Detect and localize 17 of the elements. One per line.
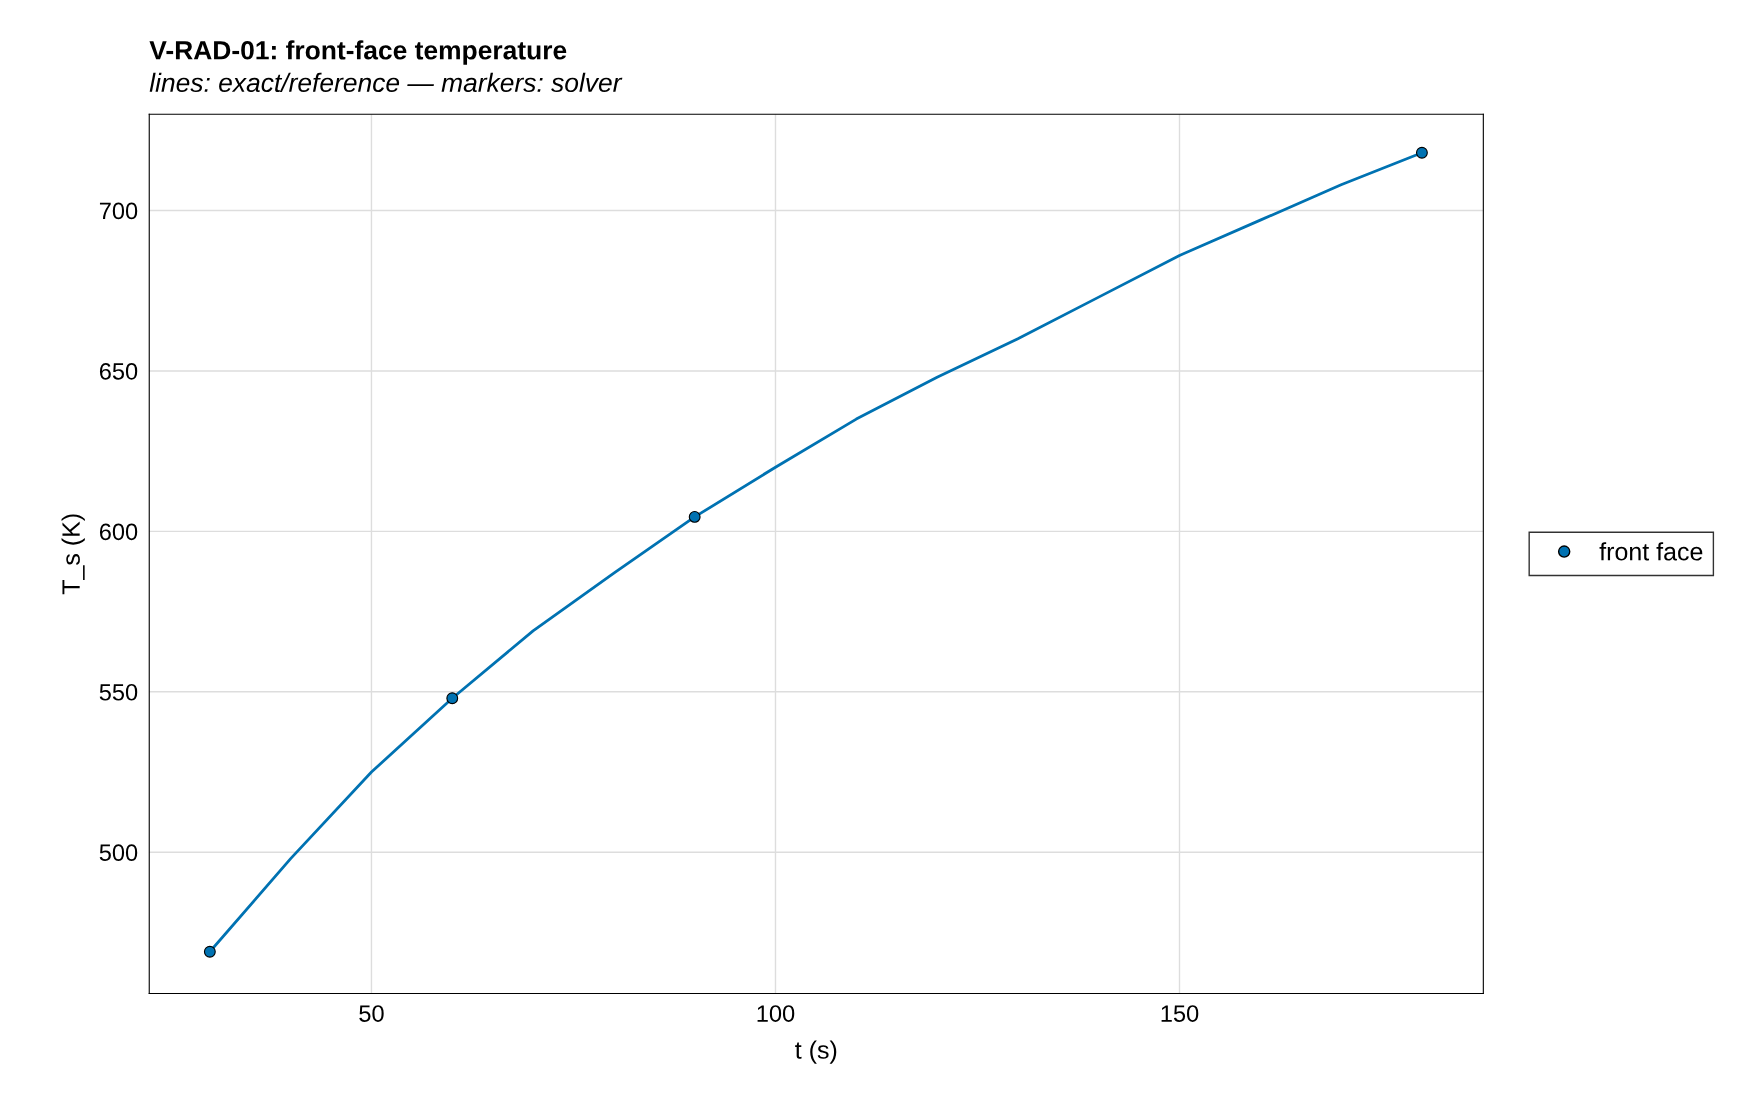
point (688, 511, 701, 523)
point (446, 692, 459, 705)
y-tick-label: 600 (99, 523, 138, 541)
chart-subtitle: lines: exact/reference — markers: solver (149, 72, 623, 93)
x-axis-title: t (s) (795, 1040, 837, 1064)
point (1415, 146, 1428, 159)
y-tick-label: 650 (99, 363, 138, 380)
point (203, 945, 216, 958)
y-tick-label: 500 (99, 844, 138, 862)
chart-title: V-RAD-01: front-face temperature (149, 40, 567, 65)
x-tick-label: 100 (757, 1005, 795, 1022)
y-axis-title: T_s (K) (61, 514, 85, 595)
y-tick-label: 700 (99, 202, 138, 220)
legend-label: front face (1599, 542, 1703, 561)
x-tick-label: 50 (359, 1005, 384, 1022)
x-tick-label: 150 (1161, 1005, 1199, 1022)
y-tick-label: 550 (99, 683, 138, 701)
